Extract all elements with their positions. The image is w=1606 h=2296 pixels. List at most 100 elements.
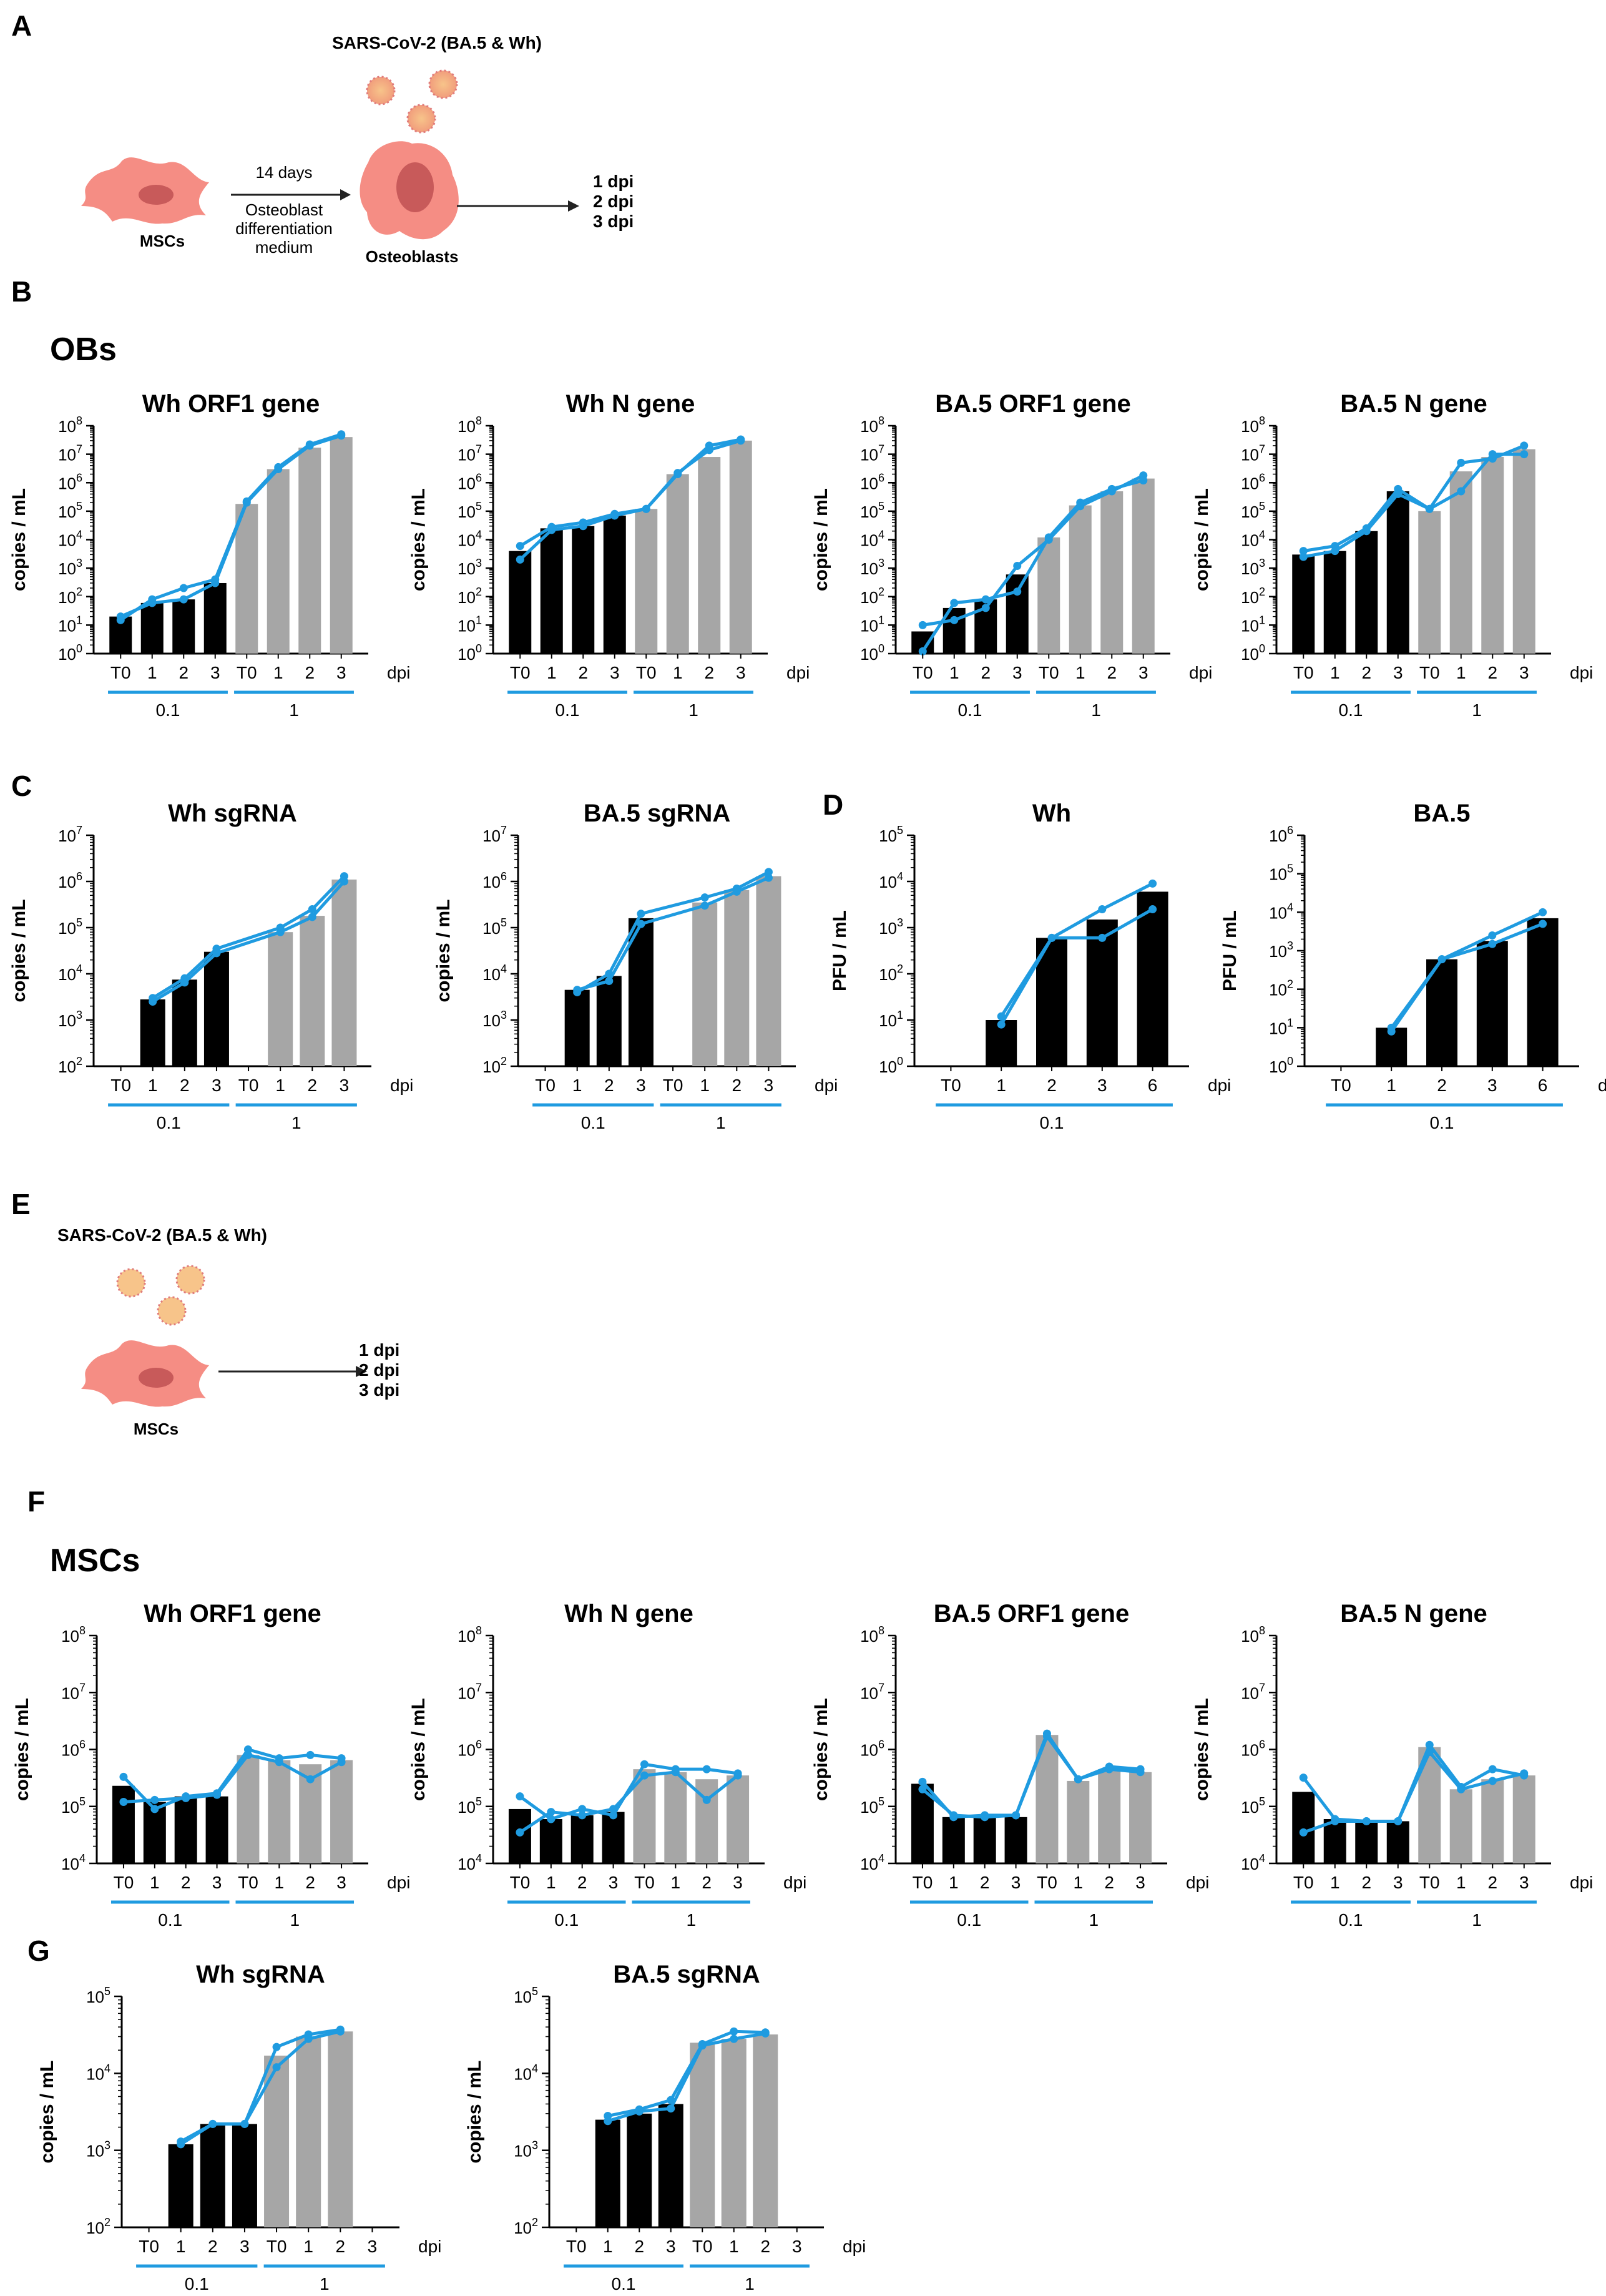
bar: [509, 551, 532, 654]
panel-letter-a: A: [11, 9, 32, 42]
x-tick-label: 1: [546, 1873, 556, 1892]
series-point: [761, 2029, 770, 2038]
y-tick-label: 107: [860, 443, 884, 464]
x-tick-label: 3: [368, 2237, 378, 2256]
bar: [942, 1817, 965, 1863]
group-label: 0.1: [556, 700, 580, 720]
y-tick-label: 106: [458, 1739, 482, 1760]
y-tick-label: 106: [58, 870, 82, 891]
y-tick-label: 105: [458, 1795, 482, 1817]
x-tick-label: T0: [663, 1076, 683, 1095]
bar: [1129, 1772, 1152, 1863]
series-point: [1098, 905, 1107, 914]
days-label: 14 days: [255, 163, 312, 182]
x-tick-label: 3: [792, 2237, 802, 2256]
x-tick-label: T0: [692, 2237, 713, 2256]
x-axis-label: dpi: [1570, 663, 1593, 682]
y-tick-label: 108: [1241, 415, 1265, 436]
section-title-mscs: MSCs: [50, 1543, 140, 1579]
x-tick-label: 2: [1361, 663, 1371, 682]
x-tick-label: T0: [1039, 663, 1059, 682]
series-point: [1044, 533, 1053, 542]
bar: [1323, 551, 1346, 654]
y-tick-label: 103: [879, 916, 903, 938]
series-line: [922, 474, 1144, 627]
x-tick-label: 1: [729, 2237, 739, 2256]
series-point: [1042, 1732, 1051, 1740]
series-point: [243, 1750, 252, 1759]
bar: [664, 1772, 687, 1863]
y-axis-label: copies / mL: [12, 1698, 32, 1801]
x-tick-label: 1: [148, 1076, 158, 1095]
bar: [1355, 531, 1378, 654]
x-tick-label: 1: [150, 1873, 160, 1892]
chart-title: Wh N gene: [564, 1600, 693, 1627]
x-tick-label: 1: [273, 663, 283, 682]
series-point: [1331, 547, 1339, 556]
chart-ob_ba5_orf1: BA.5 ORF1 gene copies / mL 100 101 102 103 104…: [811, 390, 1212, 720]
y-tick-label: 104: [58, 529, 82, 550]
series-point: [1488, 450, 1497, 459]
x-tick-label: 3: [336, 663, 346, 682]
schematic-a: SARS-CoV-2 (BA.5 & Wh) MSCs 14 days Oste…: [81, 33, 634, 266]
y-tick-label: 104: [514, 2062, 538, 2083]
series-point: [981, 604, 990, 612]
group-label: 1: [686, 1910, 696, 1930]
x-axis-label: dpi: [786, 663, 810, 682]
series-point: [1012, 1811, 1021, 1820]
x-tick-label: T0: [1293, 1873, 1314, 1892]
bar: [1476, 941, 1508, 1066]
panel-letter-e: E: [11, 1188, 31, 1220]
series-point: [700, 901, 709, 910]
series-point: [764, 868, 773, 876]
y-tick-label: 101: [1269, 1016, 1293, 1038]
y-tick-label: 104: [1269, 901, 1293, 922]
virus-icon: [366, 69, 458, 134]
group-label: 1: [1089, 1910, 1099, 1930]
bar: [540, 528, 563, 654]
series-point: [1362, 527, 1371, 536]
chart-title: Wh ORF1 gene: [144, 1600, 321, 1627]
series-line: [180, 2029, 341, 2146]
series-point: [1425, 1748, 1434, 1757]
x-tick-label: T0: [535, 1076, 556, 1095]
bar: [595, 2119, 620, 2227]
bar: [168, 2144, 193, 2227]
x-tick-label: 2: [578, 663, 588, 682]
x-tick-label: T0: [139, 2237, 159, 2256]
y-axis-label: copies / mL: [433, 899, 454, 1002]
group-label: 0.1: [158, 1910, 182, 1930]
series-point: [1425, 1740, 1434, 1749]
bar: [172, 599, 195, 654]
x-tick-label: 1: [275, 1873, 285, 1892]
series-point: [1148, 879, 1157, 888]
series-point: [1520, 441, 1529, 450]
y-tick-label: 107: [58, 443, 82, 464]
panel-letter-c: C: [11, 770, 32, 802]
y-tick-label: 106: [458, 471, 482, 493]
chart-title: BA.5 ORF1 gene: [935, 390, 1130, 418]
series-point: [1387, 1027, 1396, 1036]
series-point: [1457, 458, 1466, 467]
series-point: [1362, 1817, 1371, 1825]
series-point: [179, 584, 188, 592]
series-point: [1520, 450, 1529, 459]
y-tick-label: 102: [458, 586, 482, 607]
msc-label: MSCs: [140, 232, 185, 250]
chart-ob_ba5_n: BA.5 N gene copies / mL 100 101 102 103 104 105…: [1192, 390, 1593, 720]
x-axis-label: dpi: [783, 1873, 806, 1892]
bar: [300, 916, 325, 1066]
osteoblast-label: Osteoblasts: [366, 247, 459, 266]
dpi-2-label: 2 dpi: [359, 1360, 399, 1380]
x-tick-label: T0: [1331, 1076, 1351, 1095]
x-tick-label: 3: [610, 663, 620, 682]
y-axis-label: copies / mL: [9, 899, 29, 1002]
x-axis-label: dpi: [1598, 1076, 1606, 1095]
x-axis-label: dpi: [1186, 1873, 1209, 1892]
x-tick-label: 3: [666, 2237, 676, 2256]
chart-ob_ba5_sg: BA.5 sgRNA copies / mL 102 103 104 105 106 107 T…: [433, 800, 838, 1132]
bar: [724, 890, 750, 1066]
series-point: [637, 910, 645, 918]
